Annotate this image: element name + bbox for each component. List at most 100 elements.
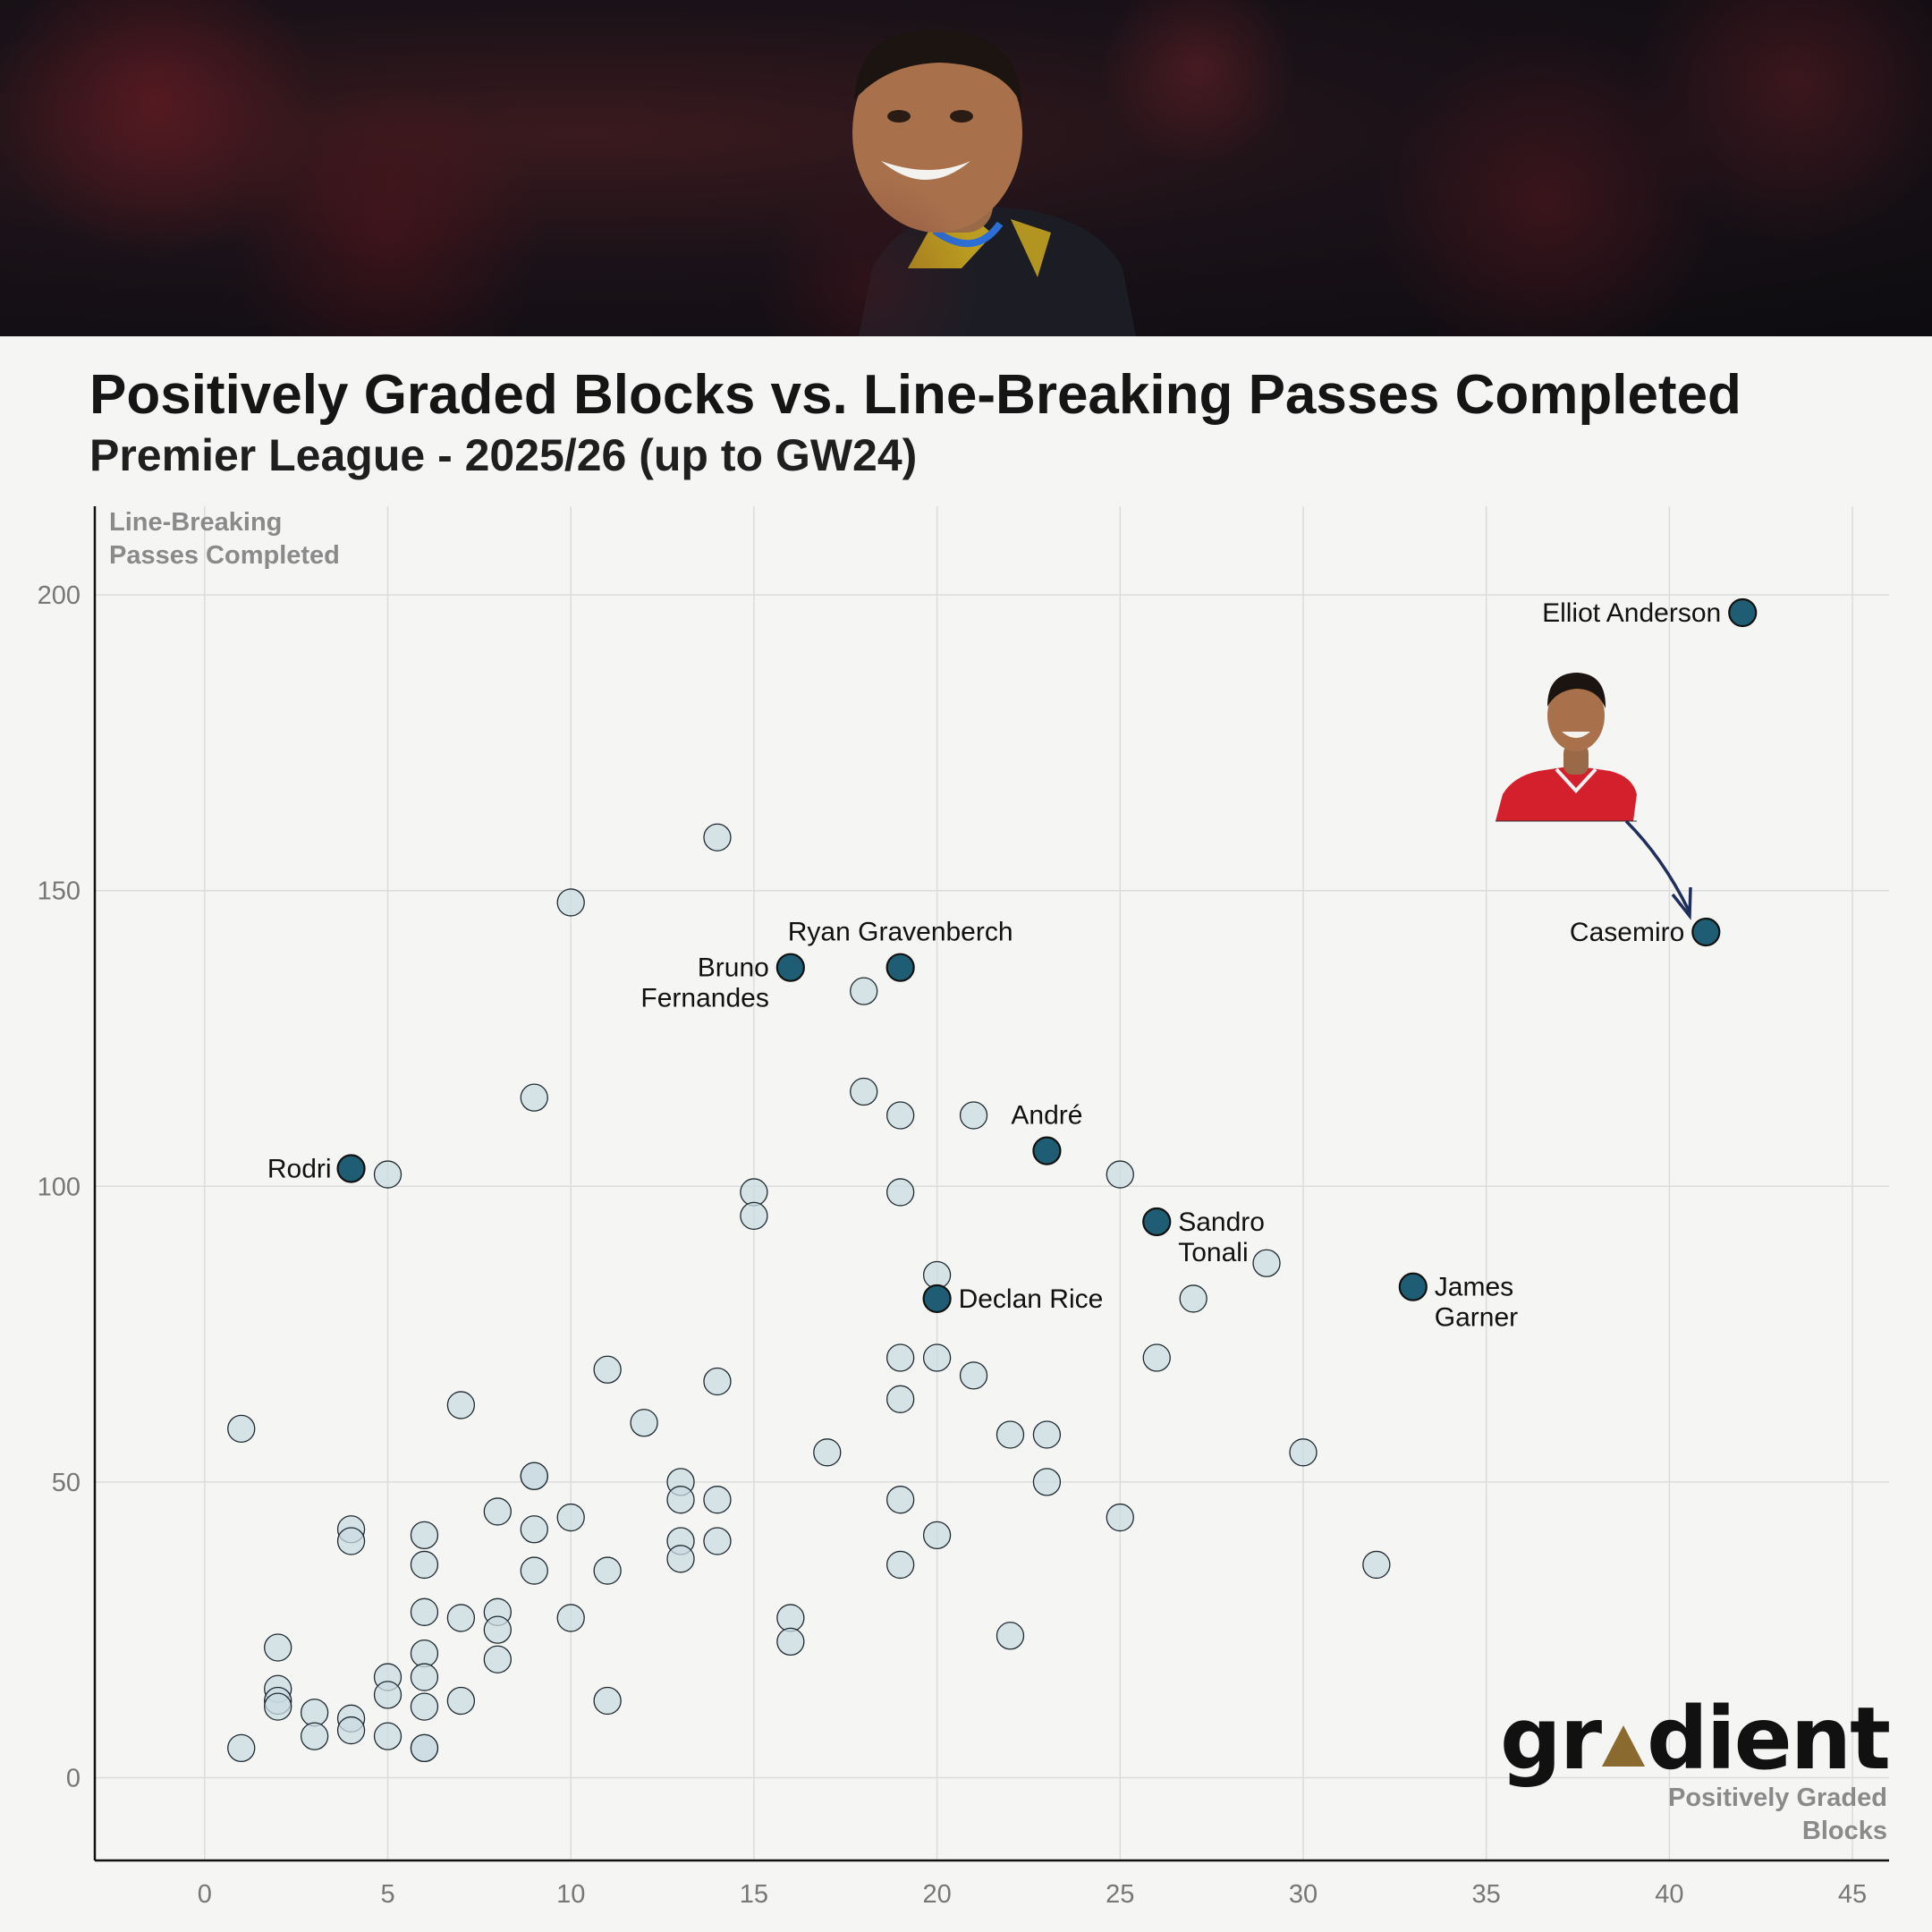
data-point <box>300 1722 329 1750</box>
data-point <box>703 823 732 852</box>
player-label: Elliot Anderson <box>1542 598 1721 628</box>
player-label: André <box>1011 1101 1082 1131</box>
chart-subtitle: Premier League - 2025/26 (up to GW24) <box>89 430 918 480</box>
casemiro-arrow <box>1624 819 1691 913</box>
data-point <box>1032 1468 1062 1496</box>
data-point <box>1106 1503 1134 1532</box>
data-point <box>1179 1284 1208 1313</box>
data-point <box>556 1604 585 1632</box>
x-tick-label: 40 <box>1655 1880 1683 1909</box>
data-point <box>336 1527 366 1555</box>
x-axis-ticks: 0 5 10 15 20 25 30 35 40 45 <box>198 1880 1867 1909</box>
gradient-logo: gr dient <box>1500 1689 1891 1789</box>
x-tick-label: 0 <box>198 1880 212 1909</box>
crowd-background <box>0 0 1932 336</box>
data-point <box>630 1409 658 1437</box>
x-tick-label: 20 <box>922 1880 951 1909</box>
chart-title: Positively Graded Blocks vs. Line-Breaki… <box>89 364 1741 426</box>
data-point <box>886 1385 915 1413</box>
highlighted-point <box>1032 1136 1062 1165</box>
casemiro-inset-photo <box>1496 673 1637 822</box>
data-point <box>483 1615 512 1644</box>
other-players-points <box>227 823 1391 1763</box>
data-point <box>264 1633 292 1662</box>
x-tick-label: 5 <box>380 1880 394 1909</box>
data-point <box>373 1722 402 1750</box>
data-point <box>703 1486 732 1514</box>
y-axis-title-line2: Passes Completed <box>109 541 340 570</box>
x-tick-label: 25 <box>1106 1880 1134 1909</box>
data-point <box>996 1622 1025 1650</box>
data-point <box>410 1663 439 1691</box>
highlighted-players-points <box>336 597 1758 1314</box>
data-point <box>410 1692 439 1721</box>
y-tick-label: 150 <box>38 877 80 906</box>
data-point <box>264 1692 292 1721</box>
player-photo <box>852 30 1136 336</box>
highlighted-point <box>1728 597 1758 628</box>
data-point <box>520 1462 548 1490</box>
data-point <box>1252 1249 1281 1277</box>
highlighted-point <box>1691 917 1721 947</box>
highlighted-point <box>922 1284 952 1314</box>
player-label: Sandro Tonali <box>1178 1208 1265 1267</box>
data-point <box>373 1160 402 1189</box>
x-tick-label: 15 <box>740 1880 768 1909</box>
player-label-line: Tonali <box>1178 1238 1248 1267</box>
data-point <box>520 1556 548 1585</box>
y-axis-ticks: 0 50 100 150 200 <box>38 581 80 1792</box>
data-point <box>1142 1343 1171 1372</box>
player-label: Casemiro <box>1570 918 1684 947</box>
gridlines <box>95 506 1889 1860</box>
highlighted-point <box>336 1154 366 1183</box>
data-point <box>446 1604 476 1632</box>
data-point <box>446 1391 476 1419</box>
data-point <box>336 1716 366 1745</box>
data-point <box>776 1627 805 1657</box>
x-tick-label: 35 <box>1472 1880 1501 1909</box>
player-label: Rodri <box>267 1154 332 1183</box>
axes <box>93 506 1889 1862</box>
data-point <box>1032 1420 1062 1449</box>
data-point <box>556 1503 585 1532</box>
player-label: Declan Rice <box>959 1284 1104 1314</box>
data-point <box>740 1178 768 1207</box>
data-point <box>1106 1160 1134 1189</box>
data-point <box>410 1521 439 1550</box>
player-label-line: James <box>1435 1273 1513 1302</box>
highlighted-point <box>1142 1207 1172 1237</box>
data-point <box>593 1355 622 1384</box>
data-point <box>373 1681 402 1709</box>
data-point <box>556 888 585 917</box>
y-axis-title-line1: Line-Breaking <box>109 508 282 537</box>
y-axis-title: Line-Breaking Passes Completed <box>109 508 340 570</box>
data-point <box>959 1361 988 1390</box>
data-point <box>593 1556 622 1585</box>
player-label: James Garner <box>1435 1273 1518 1333</box>
player-label: Bruno Fernandes <box>640 953 768 1013</box>
data-point <box>922 1521 952 1550</box>
data-point <box>410 1550 439 1580</box>
data-point <box>703 1527 732 1555</box>
data-point <box>520 1083 548 1112</box>
data-point <box>886 1178 915 1207</box>
data-point <box>593 1686 622 1716</box>
data-point <box>410 1597 439 1626</box>
data-point <box>813 1438 842 1467</box>
player-label-line: Sandro <box>1178 1208 1265 1237</box>
data-point <box>850 1077 878 1106</box>
data-point <box>922 1343 952 1372</box>
header-photo-banner <box>0 0 1932 336</box>
data-point <box>1289 1438 1318 1467</box>
player-label-line: Fernandes <box>640 984 768 1013</box>
data-point <box>776 1604 805 1632</box>
x-tick-label: 10 <box>556 1880 585 1909</box>
highlighted-point <box>775 953 805 982</box>
y-tick-label: 0 <box>66 1764 80 1792</box>
x-axis-title-line1: Positively Graded <box>1668 1784 1887 1812</box>
player-labels: Elliot Anderson Casemiro Ryan Gravenberch B… <box>267 598 1721 1333</box>
data-point <box>886 1486 915 1514</box>
logo-text-end: dient <box>1647 1689 1891 1789</box>
casemiro-arrowhead <box>1671 886 1692 920</box>
